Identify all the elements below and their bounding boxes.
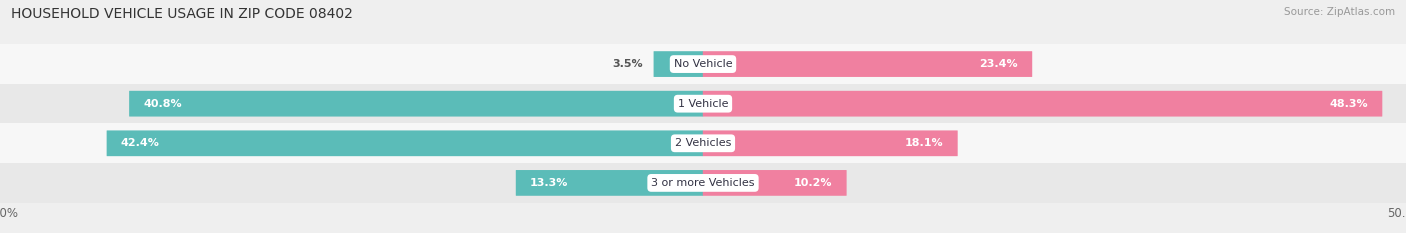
FancyBboxPatch shape — [654, 51, 703, 77]
Text: Source: ZipAtlas.com: Source: ZipAtlas.com — [1284, 7, 1395, 17]
Text: HOUSEHOLD VEHICLE USAGE IN ZIP CODE 08402: HOUSEHOLD VEHICLE USAGE IN ZIP CODE 0840… — [11, 7, 353, 21]
Text: 10.2%: 10.2% — [794, 178, 832, 188]
Bar — [0, 123, 1406, 163]
Text: 48.3%: 48.3% — [1330, 99, 1368, 109]
FancyBboxPatch shape — [703, 51, 1032, 77]
FancyBboxPatch shape — [703, 130, 957, 156]
FancyBboxPatch shape — [516, 170, 703, 196]
Text: No Vehicle: No Vehicle — [673, 59, 733, 69]
Bar — [0, 44, 1406, 84]
Text: 18.1%: 18.1% — [905, 138, 943, 148]
FancyBboxPatch shape — [703, 91, 1382, 116]
Bar — [0, 84, 1406, 123]
Text: 42.4%: 42.4% — [121, 138, 160, 148]
FancyBboxPatch shape — [129, 91, 703, 116]
FancyBboxPatch shape — [107, 130, 703, 156]
Text: 13.3%: 13.3% — [530, 178, 568, 188]
Text: 23.4%: 23.4% — [980, 59, 1018, 69]
FancyBboxPatch shape — [703, 170, 846, 196]
Text: 1 Vehicle: 1 Vehicle — [678, 99, 728, 109]
Text: 3.5%: 3.5% — [612, 59, 643, 69]
Text: 2 Vehicles: 2 Vehicles — [675, 138, 731, 148]
Text: 3 or more Vehicles: 3 or more Vehicles — [651, 178, 755, 188]
Text: 40.8%: 40.8% — [143, 99, 181, 109]
Bar — [0, 163, 1406, 203]
